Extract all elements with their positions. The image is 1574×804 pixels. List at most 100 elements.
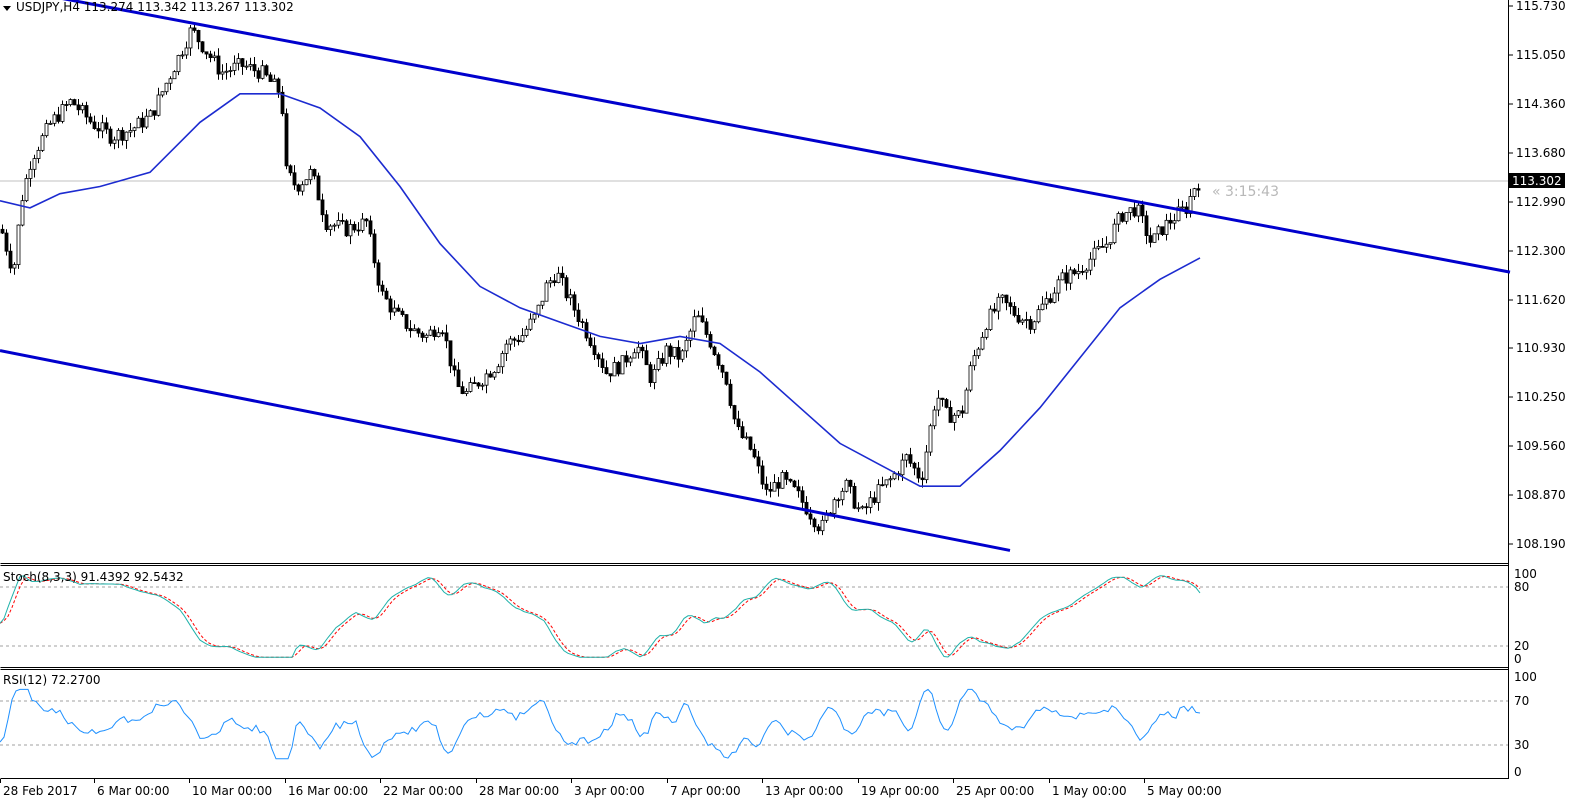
candle-bull (1024, 319, 1029, 321)
candle-bull (36, 149, 41, 159)
candle-bull (1060, 272, 1065, 281)
candle-bear (592, 345, 597, 356)
price-tick-label: 115.730 (1516, 0, 1566, 13)
candle-bear (1148, 235, 1153, 243)
rsi-tick-0: 0 (1514, 765, 1522, 779)
candle-bear (316, 175, 321, 201)
candle-bull (936, 397, 941, 411)
candle-bear (564, 277, 569, 299)
candle-bull (568, 294, 573, 299)
dropdown-triangle-icon[interactable] (3, 6, 11, 11)
candle-bull (884, 479, 889, 486)
price-tick-label: 108.870 (1516, 488, 1566, 502)
candle-bull (228, 70, 233, 72)
candle-bear (728, 383, 733, 406)
candle-bull (1188, 196, 1193, 214)
candle-bull (44, 123, 49, 137)
candle-bull (1000, 294, 1005, 298)
rsi-line (0, 688, 1201, 760)
candle-bull (1112, 223, 1117, 244)
candle-bull (1152, 233, 1157, 243)
candle-bear (96, 128, 101, 132)
candle-bull (972, 355, 977, 367)
candle-bull (924, 451, 929, 481)
time-tick-label: 16 Mar 00:00 (288, 784, 368, 798)
candle-bull (520, 335, 525, 343)
candle-bear (600, 358, 605, 368)
candle-bear (264, 65, 269, 76)
candle-bear (400, 310, 405, 315)
candle-bull (964, 389, 969, 414)
candle-bear (1168, 219, 1173, 224)
candle-bear (444, 332, 449, 342)
candle-bull (860, 506, 865, 509)
candle-bull (80, 105, 85, 111)
candle-bear (788, 478, 793, 482)
candle-bull (672, 346, 677, 357)
candle-bull (32, 158, 37, 170)
candle-bull (1172, 220, 1177, 224)
candle-bear (880, 484, 885, 487)
candle-bull (904, 454, 909, 461)
candle-bull (148, 110, 153, 117)
price-tick-label: 115.050 (1516, 48, 1566, 62)
candle-bear (284, 113, 289, 167)
candle-bear (356, 229, 361, 232)
candle-bull (544, 282, 549, 302)
candle-bull (1032, 321, 1037, 330)
rsi-label: RSI(12) 72.2700 (3, 673, 101, 687)
candle-bull (12, 264, 17, 269)
candle-bull (164, 82, 169, 93)
candle-bull (60, 104, 65, 122)
stoch-tick-80: 80 (1514, 580, 1529, 594)
stoch-signal-line (0, 575, 1201, 658)
channel-upper-line[interactable] (0, 0, 1511, 274)
candle-bear (732, 405, 737, 420)
candle-bull (236, 58, 241, 64)
candle-bull (680, 350, 685, 360)
candle-bear (992, 308, 997, 312)
candle-bear (852, 485, 857, 509)
candle-bull (428, 329, 433, 336)
candle-bull (1036, 309, 1041, 323)
candle-bear (816, 526, 821, 532)
candle-bull (156, 94, 161, 116)
candle-bear (580, 321, 585, 323)
candle-bull (100, 122, 105, 132)
candle-bull (168, 78, 173, 84)
candle-bear (920, 477, 925, 481)
candle-bull (532, 313, 537, 320)
price-tick-label: 112.990 (1516, 195, 1566, 209)
candle-bull (360, 218, 365, 231)
candle-bear (836, 499, 841, 502)
candle-bear (512, 338, 517, 341)
price-tick-label: 112.300 (1516, 244, 1566, 258)
time-tick-label: 1 May 00:00 (1052, 784, 1127, 798)
candle-bear (140, 117, 145, 128)
candle-bear (1016, 315, 1021, 323)
candle-bull (656, 358, 661, 370)
candle-bear (804, 501, 809, 515)
candle-bear (776, 482, 781, 489)
candle-bear (608, 373, 613, 377)
candle-bear (668, 345, 673, 357)
candle-bull (260, 65, 265, 79)
candle-bull (628, 357, 633, 363)
candle-bear (108, 128, 113, 144)
candle-bear (760, 465, 765, 485)
candle-bull (664, 345, 669, 364)
candle-bear (908, 454, 913, 464)
candle-bear (588, 337, 593, 347)
candle-bear (700, 315, 705, 323)
candle-bear (1120, 213, 1125, 222)
candle-bull (832, 499, 837, 514)
candle-bear (460, 386, 465, 394)
candle-bear (1080, 271, 1085, 273)
candle-bear (4, 232, 9, 252)
candle-bull (500, 353, 505, 368)
candle-bull (348, 223, 353, 237)
channel-lower-line[interactable] (0, 349, 1011, 552)
candle-bull (548, 280, 553, 284)
candle-bull (172, 71, 177, 80)
